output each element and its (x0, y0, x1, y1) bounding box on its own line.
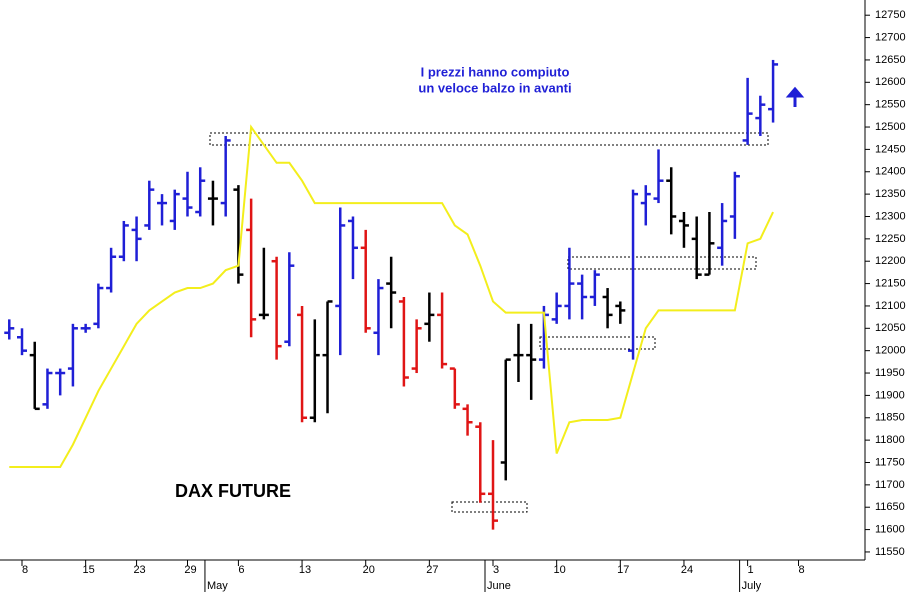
y-tick-label: 12250 (875, 233, 906, 245)
support-box (567, 256, 757, 270)
x-tick-label: 24 (681, 564, 693, 576)
x-tick-label: 23 (133, 564, 145, 576)
y-tick-label: 12350 (875, 188, 906, 200)
y-tick-label: 11550 (875, 546, 905, 558)
y-tick-label: 12750 (875, 9, 906, 21)
y-tick-label: 12200 (875, 255, 906, 267)
low-box (451, 501, 528, 513)
y-tick-label: 12000 (875, 345, 906, 357)
y-tick-label: 11750 (875, 456, 905, 468)
y-tick-label: 12100 (875, 300, 906, 312)
y-tick-label: 11950 (875, 367, 905, 379)
y-tick-label: 12600 (875, 76, 906, 88)
y-tick-label: 12700 (875, 31, 906, 43)
x-tick-label: 8 (798, 564, 804, 576)
x-tick-label: 6 (238, 564, 244, 576)
up-arrow (785, 86, 805, 107)
x-tick-label: 29 (184, 564, 196, 576)
y-tick-label: 12650 (875, 54, 906, 66)
x-tick-label: 3 (493, 564, 499, 576)
y-tick-label: 11700 (875, 479, 905, 491)
x-tick-label: 10 (554, 564, 566, 576)
chart-label: DAX FUTURE (175, 481, 291, 501)
x-tick-label: 20 (363, 564, 375, 576)
y-tick-label: 12450 (875, 143, 906, 155)
y-tick-label: 11600 (875, 523, 905, 535)
x-tick-label: 27 (426, 564, 438, 576)
month-label: June (487, 580, 511, 592)
x-tick-label: 15 (83, 564, 95, 576)
x-tick-label: 17 (617, 564, 629, 576)
x-tick-label: 13 (299, 564, 311, 576)
y-tick-label: 12500 (875, 121, 906, 133)
y-tick-label: 11850 (875, 412, 905, 424)
y-tick-label: 12050 (875, 322, 906, 334)
annotation: I prezzi hanno compiuto (421, 64, 570, 79)
x-tick-label: 1 (748, 564, 754, 576)
month-label: May (207, 580, 228, 592)
y-tick-label: 12550 (875, 99, 906, 111)
y-tick-label: 12150 (875, 277, 906, 289)
y-tick-label: 11650 (875, 501, 905, 513)
annotation: un veloce balzo in avanti (418, 80, 571, 95)
y-tick-label: 12400 (875, 166, 906, 178)
trend-line (9, 124, 774, 468)
plot-area (0, 0, 865, 560)
y-tick-label: 11800 (875, 434, 905, 446)
support-box (539, 336, 656, 350)
resistance-box (209, 132, 769, 146)
y-tick-label: 12300 (875, 210, 906, 222)
y-tick-label: 11900 (875, 389, 905, 401)
month-label: July (742, 580, 762, 592)
x-tick-label: 8 (22, 564, 28, 576)
